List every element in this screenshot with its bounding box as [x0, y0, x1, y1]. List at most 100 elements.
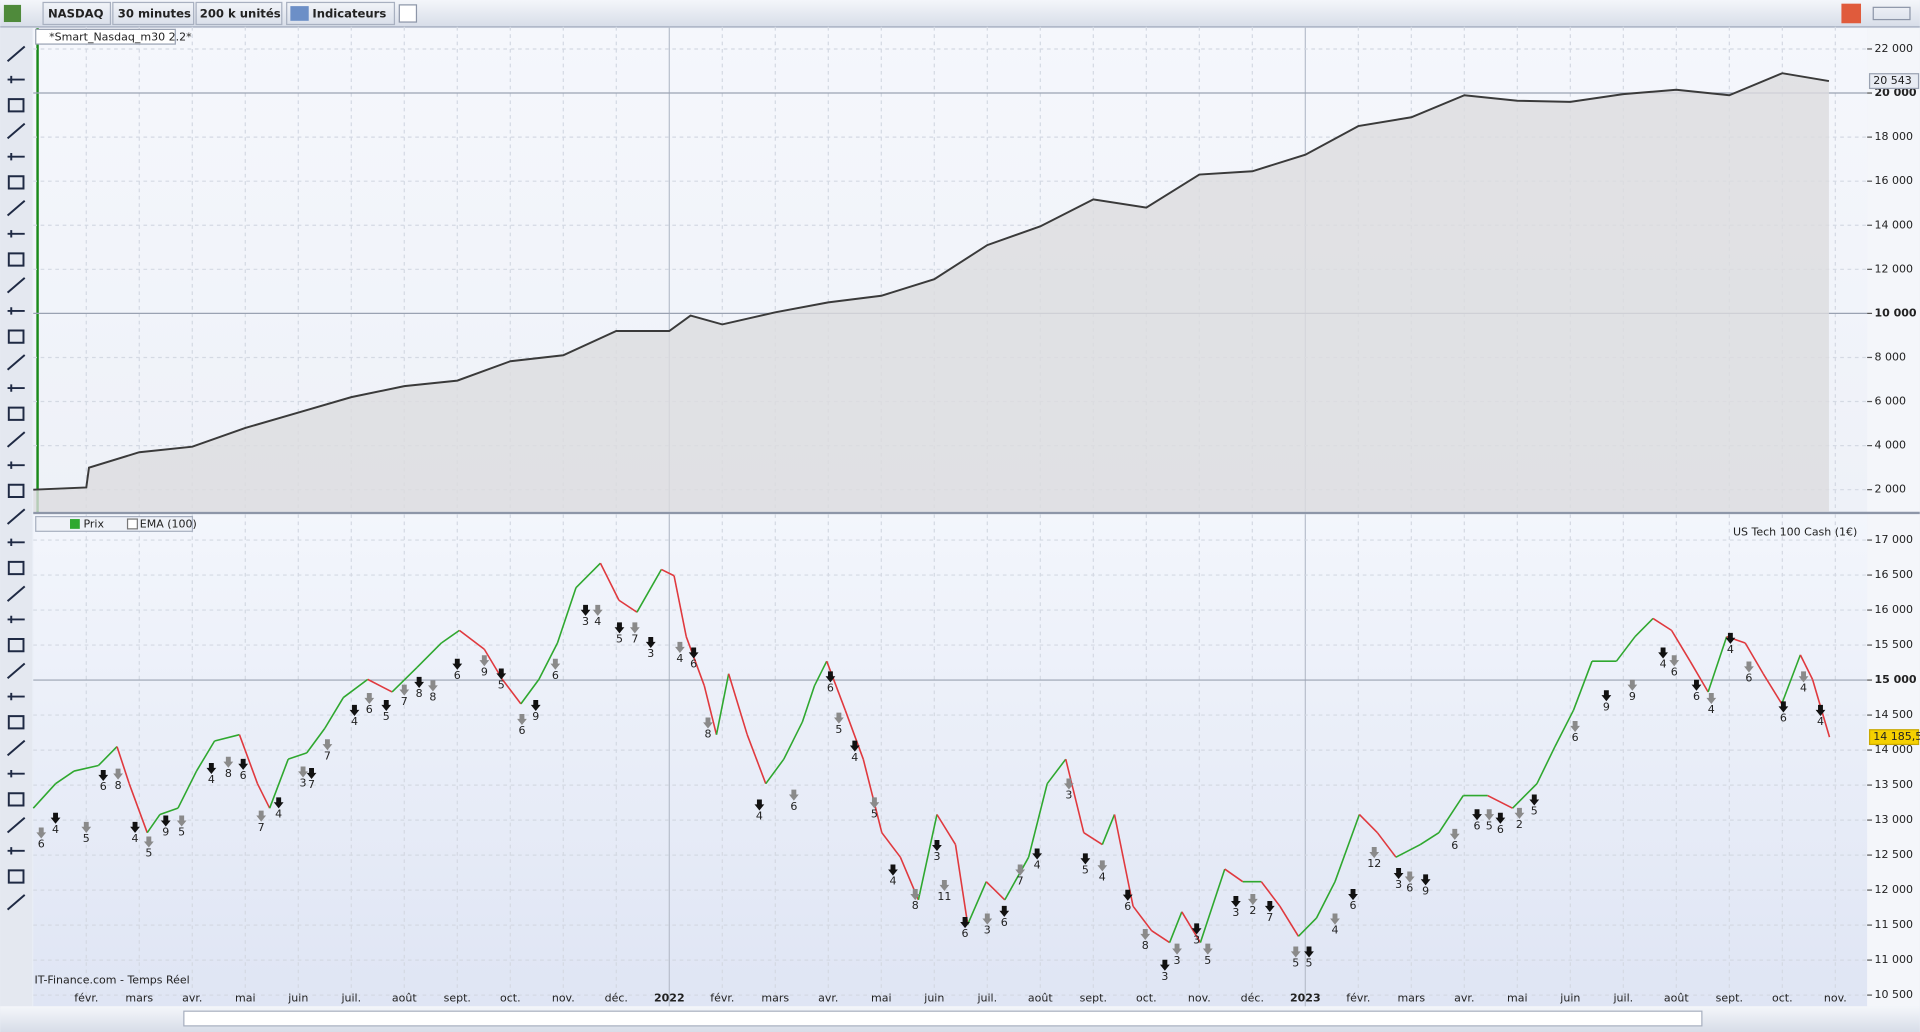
- tool-icon[interactable]: [6, 277, 26, 294]
- trade-label: 6: [1671, 665, 1678, 678]
- tool-icon[interactable]: [7, 252, 25, 267]
- price-segment: [1652, 617, 1672, 632]
- tool-icon[interactable]: [7, 869, 25, 884]
- tool-icon[interactable]: [7, 307, 25, 315]
- trade-label: 8: [1142, 939, 1149, 952]
- tool-icon[interactable]: [7, 847, 25, 855]
- tool-icon[interactable]: [7, 638, 25, 653]
- timeframe[interactable]: 30 minutes: [118, 7, 191, 21]
- y-tick-label: 18 000: [1874, 130, 1912, 143]
- tool-icon[interactable]: [6, 122, 26, 140]
- trade-label: 2: [1516, 818, 1523, 831]
- chart-icon[interactable]: [3, 4, 22, 23]
- tool-icon[interactable]: [6, 894, 26, 911]
- trade-arrow: [530, 700, 541, 712]
- tool-icon[interactable]: [7, 538, 25, 546]
- tool-icon[interactable]: [7, 329, 25, 344]
- tool-icon[interactable]: [7, 560, 25, 576]
- trade-arrow: [834, 712, 844, 724]
- price-segment: [1419, 832, 1440, 846]
- price-segment: [238, 734, 259, 784]
- price-segment: [391, 666, 418, 693]
- trade-arrow: [517, 714, 527, 726]
- tool-icon[interactable]: [7, 175, 25, 190]
- trade-arrow: [788, 789, 799, 801]
- trade-arrow: [414, 676, 425, 688]
- trade-arrow: [999, 905, 1010, 917]
- toolbar: [0, 0, 1920, 27]
- trade-label: 5: [1306, 957, 1313, 970]
- tool-icon[interactable]: [7, 406, 25, 421]
- legend-entry: Prix: [83, 518, 104, 531]
- trade-arrow: [849, 740, 860, 752]
- price-segment: [1615, 636, 1636, 662]
- trade-label: 4: [1817, 715, 1824, 728]
- info-button[interactable]: [398, 4, 418, 23]
- tool-icon[interactable]: [6, 508, 26, 525]
- tool-icon[interactable]: [6, 739, 26, 757]
- tool-icon[interactable]: [7, 792, 25, 807]
- price-segment: [801, 685, 816, 723]
- y-tick-label: 12 000: [1874, 262, 1912, 275]
- indicators[interactable]: Indicateurs: [312, 7, 386, 21]
- tool-icon[interactable]: [6, 585, 26, 602]
- tool-icon[interactable]: [7, 384, 25, 392]
- trade-label: 8: [225, 767, 232, 780]
- trade-arrow: [364, 693, 375, 705]
- tool-icon[interactable]: [7, 153, 25, 161]
- tool-icon[interactable]: [7, 98, 25, 113]
- tool-icon[interactable]: [6, 817, 26, 834]
- tool-icon[interactable]: [7, 715, 25, 730]
- units[interactable]: 200 k unités: [200, 7, 281, 21]
- tool-icon[interactable]: [7, 615, 25, 624]
- scrollbar[interactable]: [183, 1010, 1703, 1027]
- price-segment: [1438, 795, 1464, 834]
- trade-label: 6: [1693, 690, 1700, 703]
- y-tick-label: 14 000: [1874, 218, 1912, 231]
- trade-label: 3: [1161, 970, 1168, 983]
- price-segment: [1689, 660, 1709, 693]
- price-segment: [1168, 911, 1183, 943]
- last-value-box: [1868, 73, 1920, 90]
- trade-label: 6: [1474, 819, 1481, 832]
- trade-label: 5: [145, 847, 152, 860]
- trade-arrow: [1691, 679, 1702, 691]
- y-tick-label: 4 000: [1874, 439, 1905, 452]
- trade-label: 4: [208, 773, 215, 786]
- trade-arrow: [939, 879, 950, 891]
- tool-icon[interactable]: [7, 770, 25, 778]
- tool-icon[interactable]: [7, 483, 25, 499]
- price-segment: [660, 568, 675, 577]
- price-segment: [1554, 709, 1575, 747]
- tool-icon[interactable]: [6, 662, 26, 679]
- equity-line: [33, 72, 1830, 491]
- trade-label: 8: [704, 728, 711, 741]
- window-buttons[interactable]: [1872, 6, 1911, 21]
- tool-icon[interactable]: [6, 200, 26, 217]
- indicators-button[interactable]: [286, 1, 396, 26]
- instrument[interactable]: NASDAQ: [48, 7, 104, 21]
- trade-label: 5: [83, 832, 90, 845]
- trade-label: 11: [937, 890, 951, 903]
- price-segment: [367, 678, 393, 693]
- drawing-tools: [6, 45, 26, 911]
- timeframe-button[interactable]: [112, 1, 195, 26]
- price-segment: [1511, 783, 1538, 809]
- tool-icon[interactable]: [7, 75, 25, 84]
- trade-arrow: [1264, 900, 1275, 912]
- last-value-label: 20 543: [1873, 74, 1912, 87]
- indicators-icon: [290, 6, 309, 21]
- tool-icon[interactable]: [6, 354, 26, 371]
- sync-button[interactable]: [1841, 3, 1862, 24]
- tool-icon[interactable]: [7, 461, 25, 469]
- tool-icon[interactable]: [6, 431, 26, 448]
- y-tick-label: 15 500: [1874, 638, 1912, 651]
- tool-icon[interactable]: [7, 692, 25, 701]
- tool-icon[interactable]: [7, 230, 25, 238]
- price-segment: [342, 678, 369, 699]
- tool-icon[interactable]: [6, 45, 26, 62]
- x-tick-label: févr.: [74, 991, 98, 1004]
- instrument-button[interactable]: [42, 1, 112, 26]
- units-button[interactable]: [195, 1, 283, 26]
- trade-arrow: [399, 684, 410, 696]
